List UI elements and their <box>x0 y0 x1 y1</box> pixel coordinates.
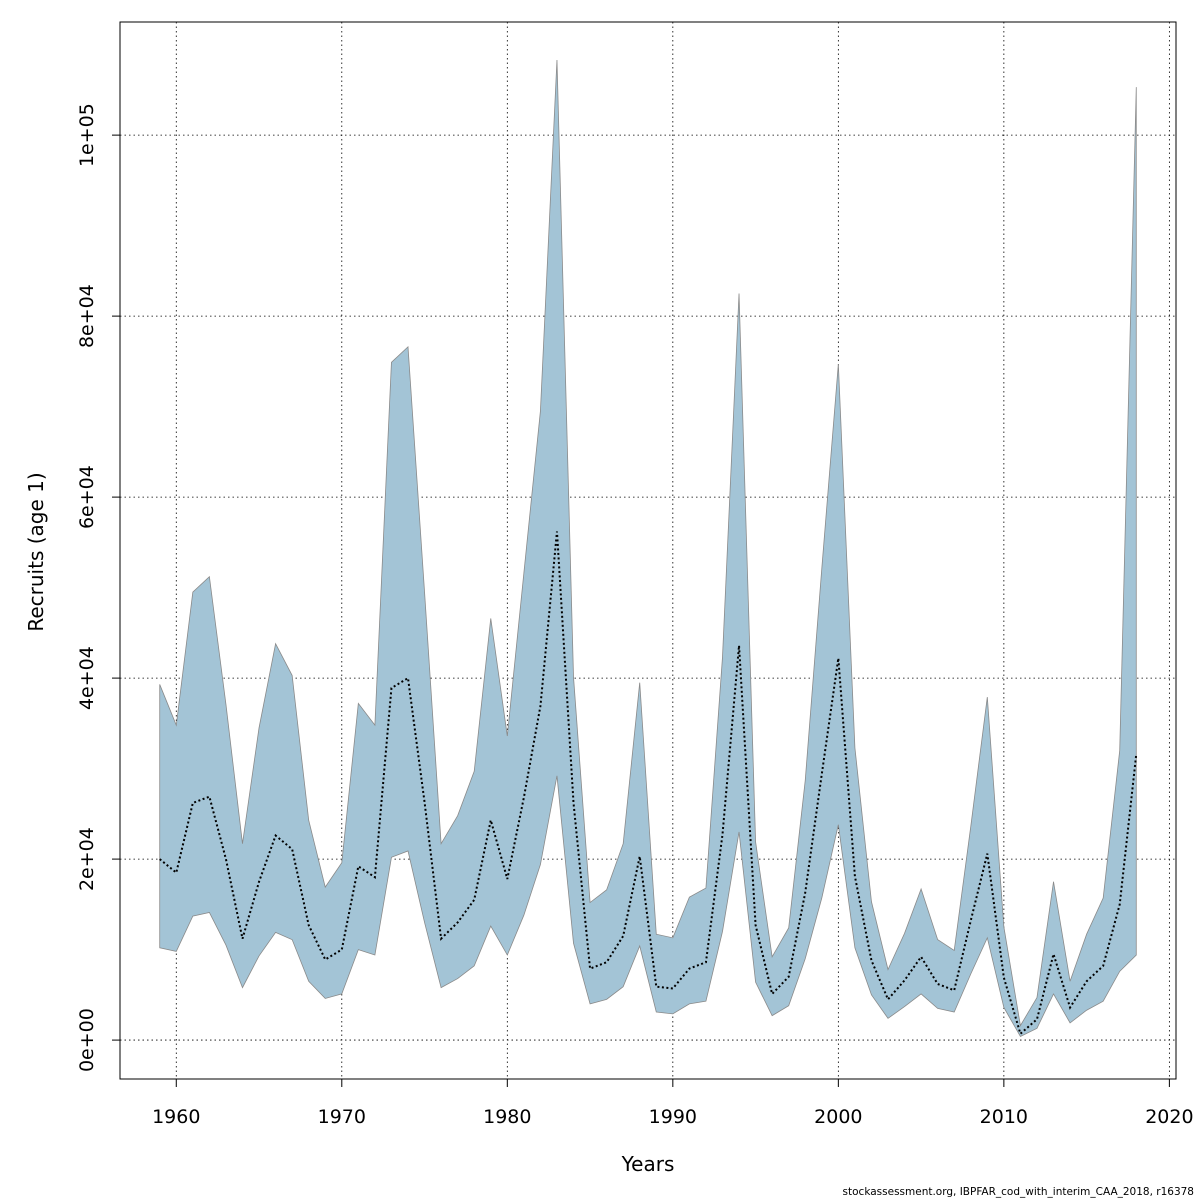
y-tick-label: 2e+04 <box>76 827 98 891</box>
x-tick-label: 1980 <box>483 1106 531 1128</box>
confidence-band <box>159 59 1137 1037</box>
x-tick-label: 2000 <box>814 1106 862 1128</box>
x-tick-label: 2020 <box>1145 1106 1193 1128</box>
x-axis: 1960 1970 1980 1990 2000 2010 2020 <box>152 1078 1194 1128</box>
y-tick-label: 6e+04 <box>76 465 98 529</box>
y-axis: 0e+00 2e+04 4e+04 6e+04 8e+04 1e+05 <box>76 103 121 1072</box>
footer-credit: stockassessment.org, IBPFAR_cod_with_int… <box>842 1186 1194 1198</box>
x-tick-label: 1960 <box>152 1106 200 1128</box>
x-tick-label: 1990 <box>649 1106 697 1128</box>
y-axis-title: Recruits (age 1) <box>24 472 48 631</box>
x-axis-title: Years <box>621 1152 675 1176</box>
y-tick-label: 0e+00 <box>76 1008 98 1072</box>
x-tick-label: 1970 <box>318 1106 366 1128</box>
x-tick-label: 2010 <box>980 1106 1028 1128</box>
estimate-line <box>159 531 1138 1036</box>
y-tick-label: 1e+05 <box>76 103 98 167</box>
y-tick-label: 4e+04 <box>76 646 98 710</box>
y-tick-label: 8e+04 <box>76 284 98 348</box>
